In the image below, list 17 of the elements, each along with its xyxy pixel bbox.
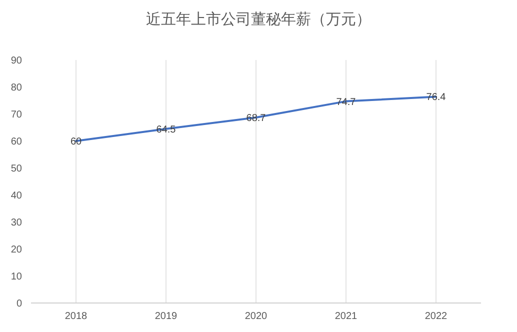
y-tick-label: 80 — [10, 82, 22, 94]
y-tick-label: 30 — [10, 218, 22, 228]
y-tick-label: 90 — [10, 56, 22, 66]
chart-title: 近五年上市公司董秘年薪（万元） — [146, 11, 371, 28]
x-tick-label: 2019 — [154, 311, 178, 322]
y-tick-label: 60 — [10, 136, 22, 148]
x-tick-label: 2021 — [334, 311, 358, 322]
y-tick-label: 40 — [10, 190, 22, 202]
x-tick-label: 2018 — [64, 311, 88, 322]
y-tick-label: 70 — [10, 110, 22, 120]
x-tick-label: 2020 — [244, 311, 268, 322]
x-tick-label: 2022 — [424, 311, 448, 322]
y-tick-label: 50 — [10, 164, 22, 174]
y-tick-label: 0 — [16, 298, 22, 310]
y-tick-label: 20 — [10, 244, 22, 256]
data-label: 76.4 — [426, 92, 446, 104]
y-tick-label: 10 — [10, 272, 22, 282]
